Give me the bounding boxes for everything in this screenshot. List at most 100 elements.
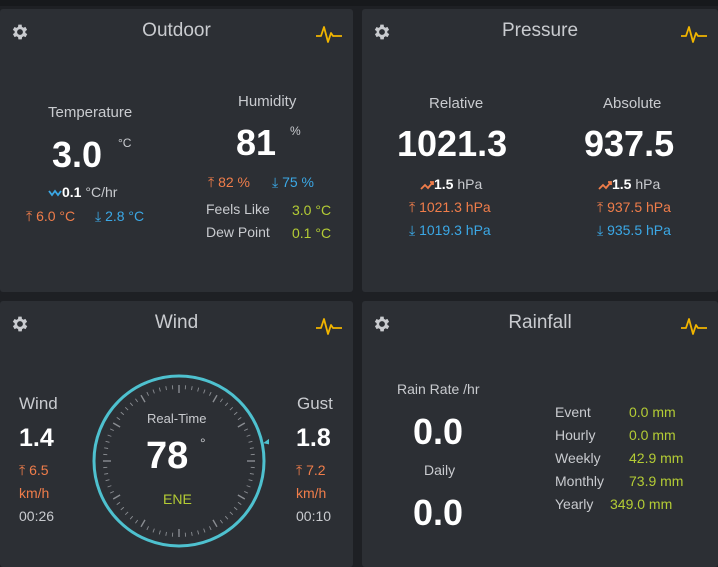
gauge-tick [152, 528, 155, 533]
gauge-tick [224, 402, 229, 407]
rain-rate-value: 0.0 [413, 411, 464, 452]
absolute-low: ⤓ 935.5 hPa [597, 222, 671, 238]
relative-trend: 1.5 hPa [420, 176, 482, 192]
gust-unit: km/h [296, 485, 327, 501]
gauge-tick [116, 501, 121, 505]
gauge-tick [212, 519, 218, 528]
chart-pulse-icon[interactable] [680, 316, 708, 336]
gauge-tick [124, 406, 129, 411]
wind-value: 1.4 [19, 424, 54, 452]
gauge-tick [140, 394, 146, 403]
humidity-value: 81 [236, 122, 277, 163]
gauge-tick [104, 473, 109, 475]
gear-icon[interactable] [10, 22, 30, 42]
temperature-label: Temperature [48, 104, 133, 121]
humidity-low: ⤓ 75 % [272, 174, 314, 190]
gauge-tick [104, 447, 109, 449]
rain-rate-label: Rain Rate /hr [397, 381, 480, 397]
wind-direction-degrees: 78 [146, 435, 189, 477]
gauge-tick [158, 387, 161, 392]
gauge-tick [120, 506, 125, 511]
gauge-tick [124, 511, 129, 516]
gear-icon[interactable] [10, 314, 30, 334]
gauge-tick [233, 506, 238, 511]
gauge-ring [92, 374, 266, 548]
gust-time: 00:10 [296, 508, 332, 524]
relative-low: ⤓ 1019.3 hPa [409, 222, 491, 238]
chart-pulse-icon[interactable] [315, 24, 343, 44]
gauge-tick [135, 398, 139, 403]
gauge-tick [249, 473, 254, 475]
gauge-tick [233, 411, 238, 416]
absolute-high: ⤒ 937.5 hPa [597, 199, 671, 215]
direction-pointer-icon [263, 432, 269, 447]
humidity-unit: % [290, 124, 301, 138]
gauge-tick [203, 528, 206, 533]
gauge-tick [246, 434, 251, 437]
gauge-tick [116, 417, 121, 421]
gear-icon[interactable] [372, 314, 392, 334]
temperature-trend: 0.1 °C/hr [48, 184, 117, 200]
gauge-tick [197, 530, 200, 535]
gauge-tick [237, 422, 246, 428]
wind-direction-cardinal: ENE [163, 491, 192, 507]
gauge-tick [165, 531, 167, 536]
daily-label: Daily [424, 462, 456, 478]
feels-like-value: 3.0 °C [292, 202, 332, 218]
chart-pulse-icon[interactable] [680, 24, 708, 44]
gauge-tick [209, 526, 212, 531]
trend-up-icon [420, 181, 434, 190]
gauge-tick [203, 389, 206, 394]
gauge-tick [135, 519, 139, 524]
gauge-tick [244, 428, 249, 431]
gauge-tick [219, 519, 223, 524]
gauge-tick [146, 391, 149, 396]
humidity-label: Humidity [238, 93, 297, 110]
gauge-tick [191, 386, 193, 391]
dew-point-value: 0.1 °C [292, 225, 332, 241]
relative-label: Relative [429, 95, 484, 112]
gauge-tick [152, 389, 155, 394]
gauge-tick [165, 386, 167, 391]
temperature-low: ⤓ 2.8 °C [95, 208, 145, 224]
gauge-tick [191, 531, 193, 536]
trend-wave-icon [48, 189, 62, 197]
feels-like-label: Feels Like [206, 201, 270, 217]
gauge-tick [237, 417, 242, 421]
gauge-tick [224, 515, 229, 520]
gauge-tick [105, 440, 110, 443]
gauge-tick [129, 515, 134, 520]
gauge-tick [197, 387, 200, 392]
temperature-high: ⤒ 6.0 °C [26, 208, 76, 224]
absolute-trend: 1.5 hPa [598, 176, 660, 192]
gauge-tick [129, 402, 134, 407]
gauge-tick [158, 530, 161, 535]
gauge-tick [219, 398, 223, 403]
humidity-high: ⤒ 82 % [208, 174, 250, 190]
panel-title: Wind [154, 312, 199, 333]
gauge-tick [146, 526, 149, 531]
outdoor-panel: Outdoor Temperature 3.0 °C 0.1 °C/hr ⤒ 6… [0, 9, 353, 292]
wind-time: 00:26 [19, 508, 55, 524]
panel-title: Pressure [501, 20, 579, 41]
gauge-tick [229, 406, 234, 411]
dew-point-label: Dew Point [206, 224, 270, 240]
absolute-label: Absolute [603, 95, 662, 112]
chart-pulse-icon[interactable] [315, 316, 343, 336]
gear-icon[interactable] [372, 22, 392, 42]
gauge-tick [120, 411, 125, 416]
gauge-tick [112, 494, 121, 500]
gauge-tick [109, 428, 114, 431]
temperature-unit: °C [118, 136, 132, 150]
gauge-tick [105, 479, 110, 482]
gauge-tick [237, 494, 246, 500]
panel-title: Rainfall [508, 312, 572, 333]
gauge-label: Real-Time [147, 411, 207, 426]
gauge-tick [237, 501, 242, 505]
gauge-ticks [103, 385, 255, 537]
gauge-tick [229, 511, 234, 516]
absolute-value: 937.5 [584, 123, 675, 164]
rainfall-panel: Rainfall Rain Rate /hr 0.0 Daily 0.0 Eve… [362, 301, 718, 567]
trend-up-icon [598, 181, 612, 190]
wind-unit: km/h [19, 485, 50, 501]
